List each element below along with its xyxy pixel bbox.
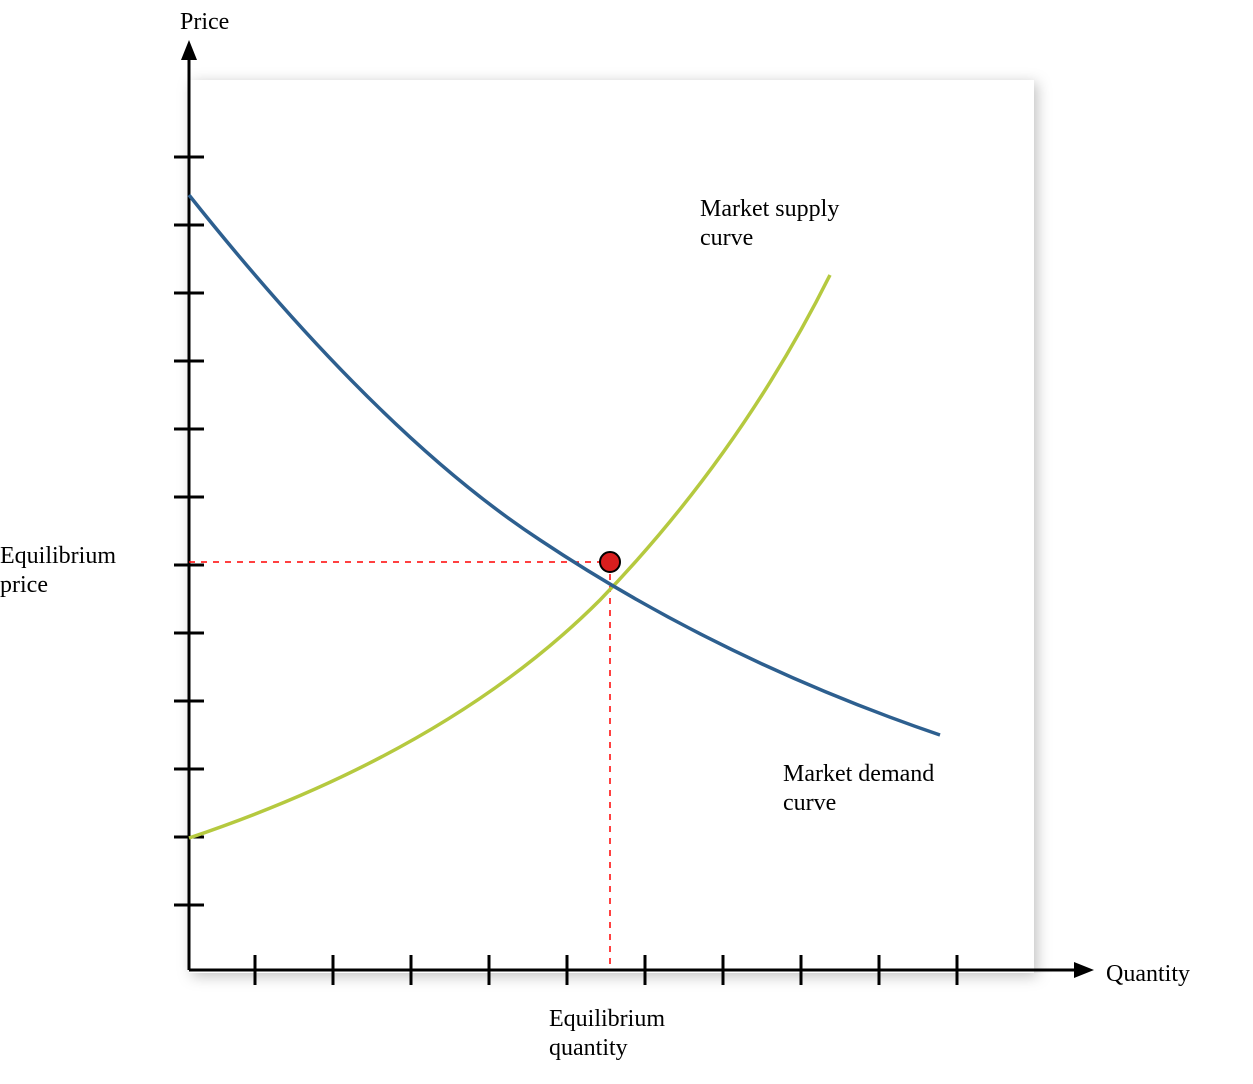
supply-demand-chart: Price Quantity Equilibrium price Equilib… (0, 0, 1253, 1079)
demand-curve-label: Market demand curve (783, 760, 934, 818)
x-axis-arrow (1074, 962, 1094, 978)
equilibrium-price-label: Equilibrium price (0, 542, 116, 600)
y-axis-arrow (181, 40, 197, 60)
equilibrium-point (600, 552, 620, 572)
x-axis-title: Quantity (1106, 960, 1190, 989)
supply-curve-label: Market supply curve (700, 195, 839, 253)
plot-area (189, 80, 1034, 973)
chart-svg (0, 0, 1253, 1079)
equilibrium-quantity-label: Equilibrium quantity (549, 1005, 665, 1063)
y-axis-title: Price (180, 8, 229, 37)
